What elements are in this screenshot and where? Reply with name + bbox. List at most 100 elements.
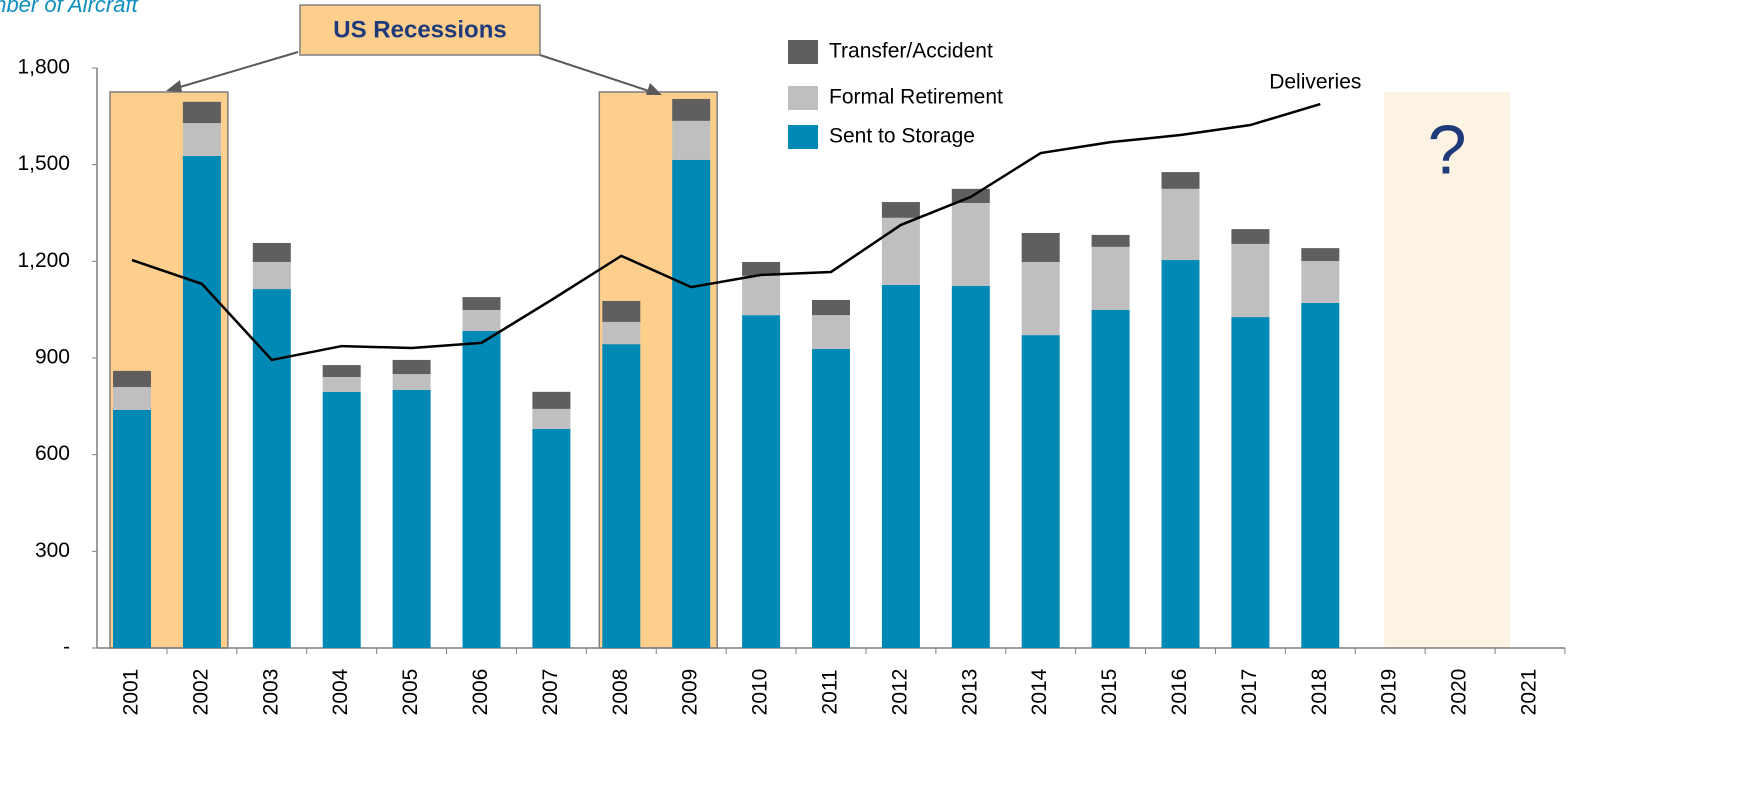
bar-segment (951, 285, 990, 648)
bar-segment (602, 344, 641, 648)
y-tick-label: 600 (35, 442, 70, 465)
x-tick-label: 2001 (120, 669, 143, 716)
legend-label: Formal Retirement (829, 86, 1003, 109)
callout-label: US Recessions (333, 16, 506, 43)
bar-segment (182, 101, 221, 124)
bar-segment (182, 155, 221, 648)
x-tick-group: 2008 (609, 669, 632, 716)
x-tick-group: 2020 (1448, 669, 1471, 716)
callout-arrow (169, 51, 299, 91)
bar-segment (742, 261, 781, 276)
bar-segment (322, 365, 361, 378)
x-tick-label: 2019 (1378, 669, 1401, 716)
x-tick-group: 2006 (469, 669, 492, 716)
y-axis-title: Number of Aircraft (0, 0, 139, 17)
x-tick-label: 2004 (329, 668, 352, 715)
bar-segment (602, 321, 641, 345)
bar-segment (1301, 261, 1340, 303)
bar-segment (1161, 172, 1200, 189)
x-tick-group: 2010 (749, 669, 772, 716)
bar-segment (1301, 302, 1340, 648)
x-tick-group: 2004 (329, 668, 352, 715)
arrow-head (646, 83, 662, 95)
x-tick-label: 2006 (469, 669, 492, 716)
bar-segment (1021, 335, 1060, 648)
bar-segment (392, 359, 431, 375)
bar-segment (1091, 234, 1130, 247)
x-tick-group: 2014 (1028, 668, 1051, 715)
x-tick-group: 2017 (1238, 669, 1261, 716)
line-label: Deliveries (1269, 71, 1361, 94)
bar-segment (1021, 232, 1060, 262)
x-tick-label: 2013 (958, 669, 981, 716)
line (131, 102, 1321, 362)
x-tick-group: 2021 (1518, 669, 1541, 716)
bar-segment (812, 300, 850, 316)
x-tick-group: 2019 (1378, 669, 1401, 716)
bar-segment (113, 370, 151, 387)
bar-segment (742, 275, 781, 316)
bar-segment (322, 377, 361, 392)
bar-segment (812, 348, 850, 648)
x-tick-label: 2007 (539, 669, 562, 716)
x-tick-label: 2015 (1098, 669, 1121, 716)
callout-arrow (539, 54, 659, 95)
y-tick-label: - (63, 636, 70, 659)
x-tick-group: 2009 (679, 669, 702, 716)
x-tick-group: 2011 (819, 669, 842, 714)
callout-box (299, 4, 541, 56)
x-tick-label: 2020 (1448, 669, 1471, 716)
y-tick-label: 1,500 (17, 152, 70, 175)
bar-segment (881, 202, 920, 218)
bar-segment (532, 428, 571, 648)
bar-segment (113, 387, 151, 410)
bar-segment (113, 409, 151, 648)
x-tick-label: 2010 (749, 669, 772, 716)
bar-segment (1231, 243, 1270, 318)
bar-segment (392, 374, 431, 390)
bar-segment (881, 217, 920, 285)
x-tick-group: 2003 (259, 669, 282, 716)
bar-segment (182, 123, 221, 156)
x-tick-group: 2012 (888, 669, 911, 716)
legend-label: Sent to Storage (829, 125, 975, 148)
bar-segment (951, 203, 990, 286)
bar-segment (881, 284, 920, 648)
x-tick-group: 2013 (958, 669, 981, 716)
bar-segment (742, 315, 781, 648)
x-tick-label: 2008 (609, 669, 632, 716)
y-tick-label: 900 (35, 346, 70, 369)
bar-segment (392, 389, 431, 648)
bar-segment (672, 159, 711, 649)
forecast-band (1384, 92, 1511, 648)
legend-swatch (788, 40, 818, 64)
bar-segment (462, 297, 501, 310)
x-tick-label: 2017 (1238, 669, 1261, 716)
bar-segment (252, 242, 291, 262)
x-tick-label: 2018 (1308, 669, 1331, 716)
bar-segment (1091, 246, 1130, 310)
bar-segment (1161, 260, 1200, 648)
bar-segment (462, 309, 501, 331)
legend-swatch (788, 86, 818, 110)
x-tick-label: 2016 (1168, 669, 1191, 716)
bar-segment (1021, 261, 1060, 336)
bar-segment (252, 289, 291, 648)
bar-segment (1231, 229, 1270, 244)
x-tick-label: 2009 (679, 669, 702, 716)
bar-segment (322, 391, 361, 648)
bar-segment (462, 330, 501, 648)
x-tick-group: 2005 (399, 669, 422, 716)
x-tick-group: 2018 (1308, 669, 1331, 716)
bar-segment (1091, 309, 1130, 648)
x-tick-group: 2016 (1168, 669, 1191, 716)
bar-segment (1301, 248, 1340, 262)
x-tick-group: 2015 (1098, 669, 1121, 716)
forecast-label: ? (1428, 110, 1467, 188)
bar-segment (1161, 188, 1200, 261)
x-tick-label: 2002 (189, 669, 212, 716)
x-tick-group: 2002 (189, 669, 212, 716)
x-tick-label: 2011 (819, 669, 842, 714)
x-tick-label: 2012 (888, 669, 911, 716)
x-tick-label: 2021 (1518, 669, 1541, 716)
